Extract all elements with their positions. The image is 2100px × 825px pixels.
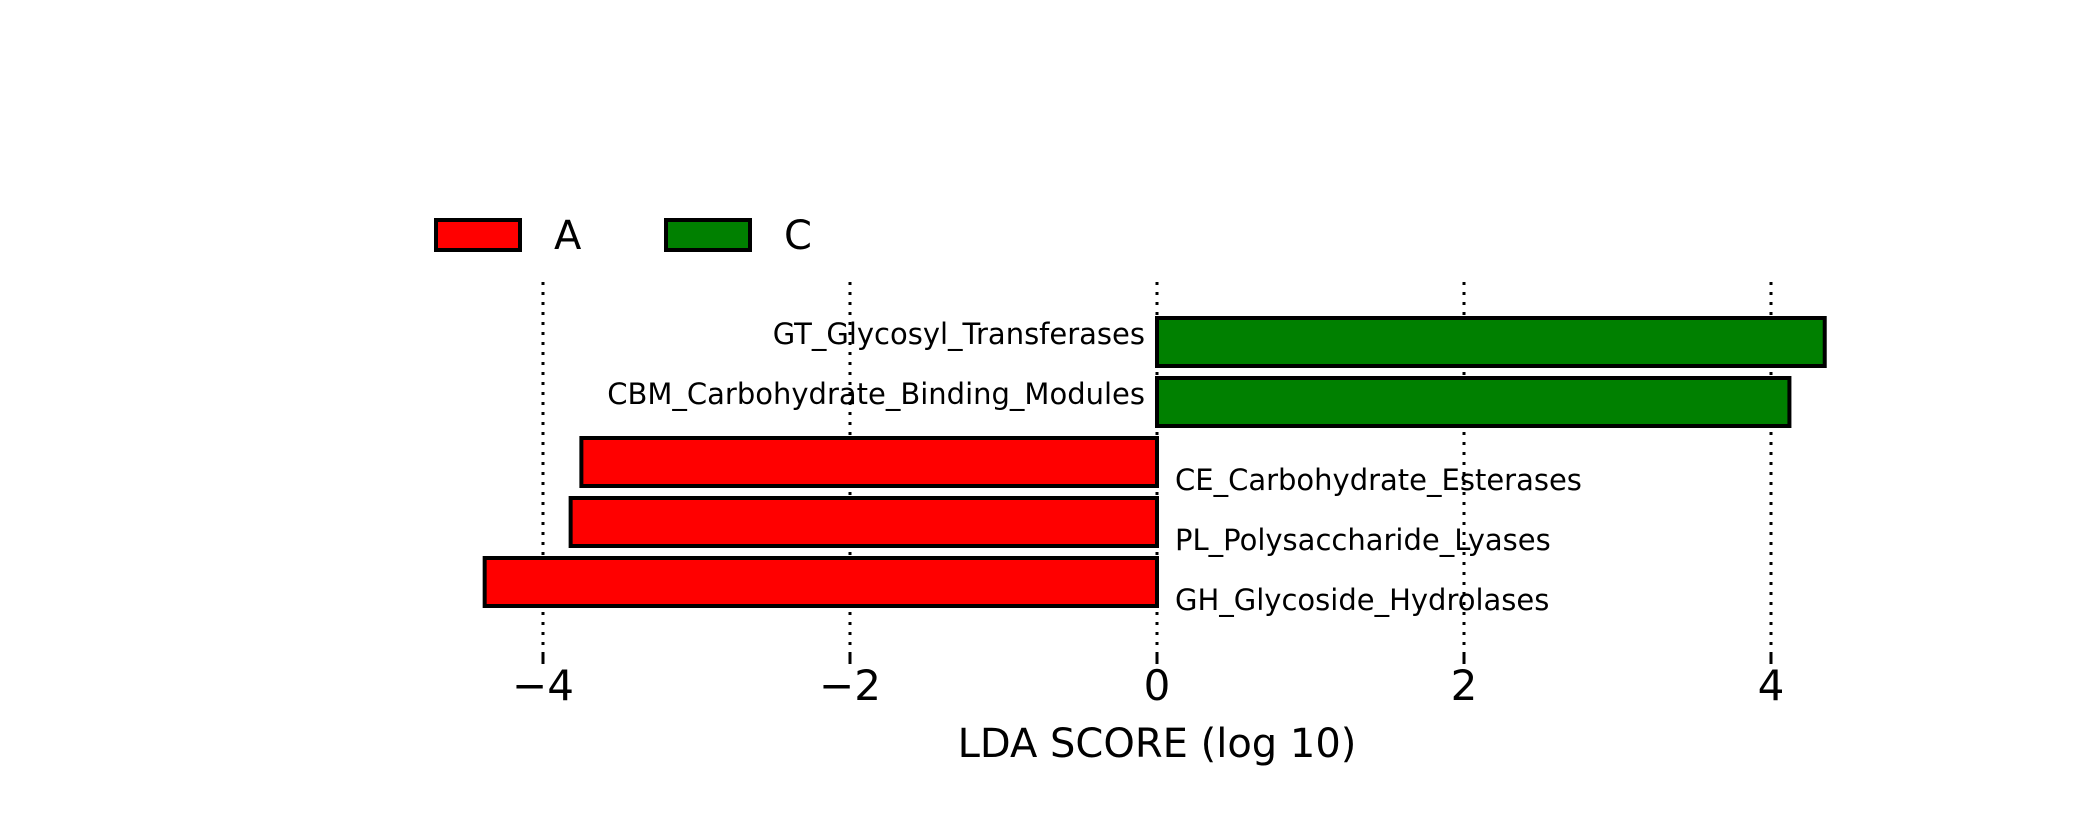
- bar-ce-carbohydrate-esterases: [579, 436, 1159, 488]
- x-tick-label: 0: [1144, 661, 1171, 710]
- bar-label: GT_Glycosyl_Transferases: [773, 317, 1145, 351]
- legend-label-a: A: [554, 213, 582, 259]
- bar-label: CBM_Carbohydrate_Binding_Modules: [607, 377, 1145, 411]
- bar-cbm-carbohydrate-binding-modules: [1155, 376, 1792, 428]
- legend-swatch-c: [664, 218, 752, 252]
- bars: [482, 316, 1827, 608]
- bar-label: CE_Carbohydrate_Esterases: [1175, 463, 1582, 497]
- x-tick-label: 2: [1451, 661, 1478, 710]
- bar-gt-glycosyl-transferases: [1155, 316, 1827, 368]
- bar-gh-glycoside-hydrolases: [482, 556, 1160, 608]
- x-tick-label: 4: [1758, 661, 1785, 710]
- x-tick-label: −2: [819, 661, 881, 710]
- bar-pl-polysaccharide-lyases: [568, 496, 1159, 548]
- legend-swatch-a: [434, 218, 522, 252]
- bar-label: PL_Polysaccharide_Lyases: [1175, 523, 1551, 557]
- x-tick-label: −4: [512, 661, 574, 710]
- bar-label: GH_Glycoside_Hydrolases: [1175, 583, 1549, 617]
- x-axis-ticks: −4 −2 0 2 4: [512, 652, 1784, 710]
- bar-labels: GT_Glycosyl_Transferases CBM_Carbohydrate…: [607, 317, 1582, 617]
- x-axis-label: LDA SCORE (log 10): [958, 721, 1357, 767]
- legend-label-c: C: [784, 213, 812, 259]
